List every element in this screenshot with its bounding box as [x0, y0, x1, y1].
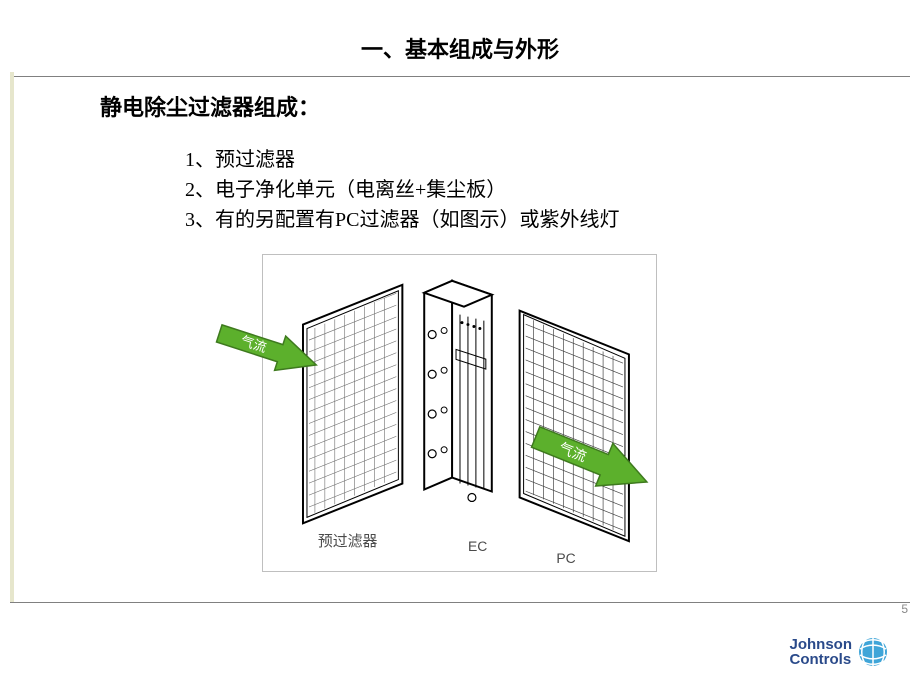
filter-diagram-svg: 预过滤器 EC PC — [263, 255, 656, 571]
list-item: 3、有的另配置有PC过滤器（如图示）或紫外线灯 — [185, 205, 619, 235]
slide-title: 一、基本组成与外形 — [0, 0, 920, 76]
ec-unit — [424, 281, 492, 502]
pc-panel — [502, 305, 651, 543]
subtitle: 静电除尘过滤器组成： — [100, 90, 320, 122]
list-item: 1、预过滤器 — [185, 145, 619, 175]
component-list: 1、预过滤器 2、电子净化单元（电离丝+集尘板） 3、有的另配置有PC过滤器（如… — [185, 145, 619, 235]
label-prefilter: 预过滤器 — [318, 533, 378, 550]
list-item: 2、电子净化单元（电离丝+集尘板） — [185, 175, 619, 205]
divider-top — [10, 76, 910, 77]
left-accent-bar — [10, 72, 14, 602]
globe-icon — [858, 637, 888, 667]
figure: 预过滤器 EC PC — [262, 254, 657, 572]
label-ec: EC — [468, 538, 487, 554]
prefilter-panel — [283, 259, 422, 541]
logo-line1: Johnson — [790, 637, 853, 653]
logo-line2: Controls — [790, 652, 853, 668]
logo-text: Johnson Controls — [790, 637, 853, 669]
page-number: 5 — [901, 602, 908, 616]
divider-bottom — [10, 602, 910, 603]
label-pc: PC — [556, 550, 575, 566]
brand-logo: Johnson Controls — [790, 637, 889, 669]
